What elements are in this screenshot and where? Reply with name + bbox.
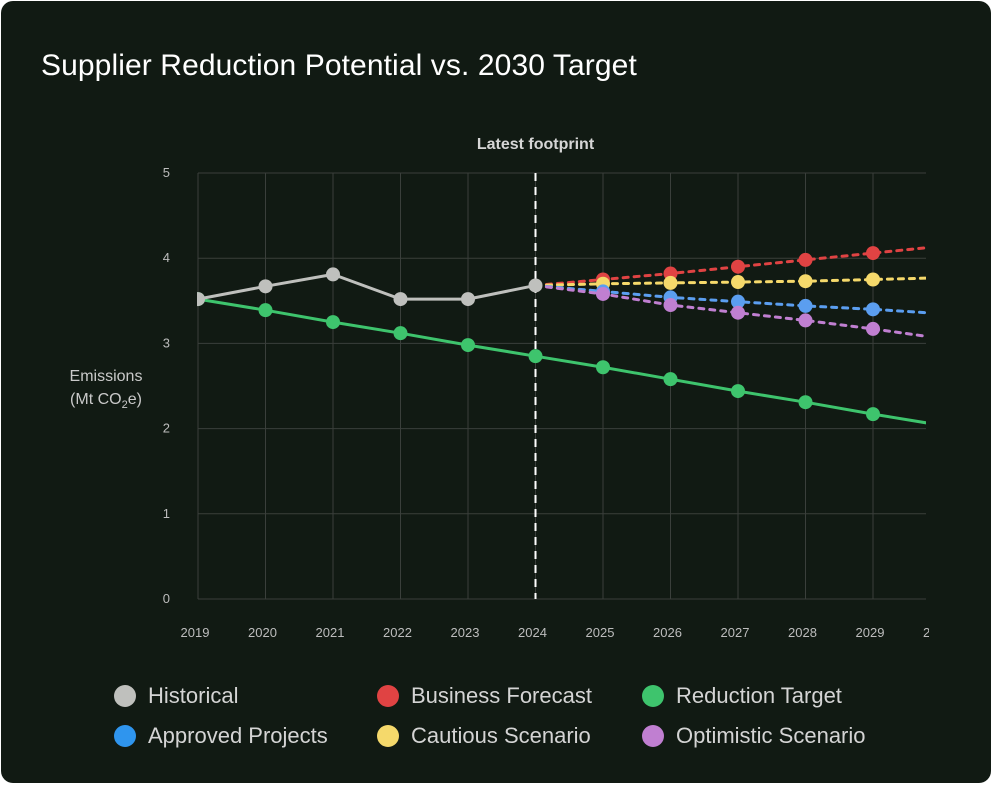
series-line-reduction: [197, 297, 926, 425]
legend-label: Business Forecast: [411, 683, 592, 708]
data-point-reduction-2024: [528, 349, 543, 364]
legend-item-business-forecast: Business Forecast: [377, 683, 592, 709]
data-point-optimistic-2025: [596, 286, 610, 301]
legend-marker: [114, 685, 136, 707]
x-tick-label-2019: 2019: [181, 625, 210, 640]
legend-item-historical: Historical: [114, 683, 238, 709]
data-point-historical-2024: [528, 278, 543, 293]
legend-label: Reduction Target: [676, 683, 842, 708]
series-historical: [197, 267, 543, 307]
legend-marker: [642, 685, 664, 707]
legend-label: Approved Projects: [148, 723, 328, 748]
data-point-reduction-2025: [596, 360, 610, 375]
legend-item-cautious-scenario: Cautious Scenario: [377, 723, 591, 749]
legend-label: Optimistic Scenario: [676, 723, 866, 748]
legend-marker: [377, 725, 399, 747]
y-tick-label-4: 4: [163, 250, 170, 265]
y-tick-label-5: 5: [163, 165, 170, 180]
series-reduction: [197, 292, 926, 425]
data-point-optimistic-2029: [866, 321, 880, 336]
x-tick-label-2025: 2025: [586, 625, 615, 640]
data-point-approved-2029: [866, 302, 880, 317]
x-tick-label-2026: 2026: [653, 625, 682, 640]
latest-footprint-label: Latest footprint: [477, 136, 595, 153]
chart-title: Supplier Reduction Potential vs. 2030 Ta…: [41, 49, 637, 82]
data-point-cautious-2028: [798, 274, 813, 289]
data-point-business-2027: [731, 259, 745, 274]
x-tick-label-2028: 2028: [788, 625, 817, 640]
data-point-optimistic-2028: [798, 313, 813, 328]
series-optimistic: [534, 283, 926, 338]
legend-marker: [114, 725, 136, 747]
data-point-reduction-2028: [798, 395, 813, 410]
data-point-reduction-2021: [326, 315, 340, 330]
legend-item-optimistic-scenario: Optimistic Scenario: [642, 723, 866, 749]
legend-item-reduction-target: Reduction Target: [642, 683, 842, 709]
series-line-historical: [197, 272, 537, 301]
data-point-historical-2021: [326, 267, 340, 282]
x-tick-label-2020: 2020: [248, 625, 277, 640]
y-tick-label-1: 1: [163, 506, 170, 521]
data-point-business-2029: [866, 246, 880, 261]
data-point-historical-2020: [258, 279, 273, 294]
x-tick-label-2030: 2030: [923, 625, 952, 640]
data-point-cautious-2027: [731, 275, 745, 290]
y-tick-label-3: 3: [163, 335, 170, 350]
data-point-cautious-2026: [663, 275, 678, 290]
legend-item-approved-projects: Approved Projects: [114, 723, 328, 749]
legend-marker: [377, 685, 399, 707]
series-layer: [197, 246, 926, 425]
series-cautious: [534, 272, 926, 291]
y-axis-label: Emissions (Mt CO2e): [70, 368, 143, 411]
data-point-optimistic-2026: [663, 298, 678, 313]
y-tick-label-0: 0: [163, 591, 170, 606]
data-point-historical-2023: [461, 292, 475, 307]
data-point-approved-2028: [798, 298, 813, 313]
data-point-cautious-2029: [866, 272, 880, 287]
x-tick-label-2023: 2023: [451, 625, 480, 640]
data-point-historical-2019: [197, 292, 205, 307]
data-point-reduction-2023: [461, 338, 475, 353]
data-point-approved-2027: [731, 294, 745, 309]
data-point-reduction-2022: [393, 326, 408, 341]
x-axis-ticks: 2019 2020 2021 2022 2023 2024 2025 2026 2027 2028…: [181, 625, 952, 640]
y-tick-label-2: 2: [163, 421, 170, 436]
line-chart: 2019 2020 2021 2022 2023 2024 2025 2026 2027 2028…: [70, 136, 952, 640]
y-axis-label-line2: (Mt CO2e): [70, 391, 142, 411]
data-point-reduction-2027: [731, 384, 745, 399]
data-point-reduction-2020: [258, 303, 273, 318]
legend-label: Historical: [148, 683, 239, 708]
legend-marker: [642, 725, 664, 747]
grid: [197, 172, 926, 600]
x-tick-label-2022: 2022: [383, 625, 412, 640]
y-axis-label-line1: Emissions: [70, 368, 143, 385]
data-point-historical-2022: [393, 292, 408, 307]
data-point-reduction-2026: [663, 372, 678, 387]
data-point-business-2028: [798, 252, 813, 267]
x-tick-label-2021: 2021: [316, 625, 345, 640]
data-point-optimistic-2027: [731, 305, 745, 320]
y-axis-ticks: 0 1 2 3 4 5: [163, 165, 170, 606]
x-tick-label-2027: 2027: [721, 625, 750, 640]
data-point-reduction-2029: [866, 407, 880, 422]
legend-label: Cautious Scenario: [411, 723, 591, 748]
x-tick-label-2024: 2024: [518, 625, 547, 640]
x-tick-label-2029: 2029: [856, 625, 885, 640]
